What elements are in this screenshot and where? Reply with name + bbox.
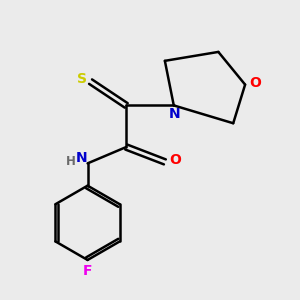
Text: O: O	[169, 153, 181, 167]
Text: N: N	[169, 107, 180, 121]
Text: S: S	[76, 72, 87, 86]
Text: N: N	[76, 151, 88, 165]
Text: H: H	[66, 155, 76, 168]
Text: F: F	[83, 264, 92, 278]
Text: O: O	[250, 76, 262, 90]
